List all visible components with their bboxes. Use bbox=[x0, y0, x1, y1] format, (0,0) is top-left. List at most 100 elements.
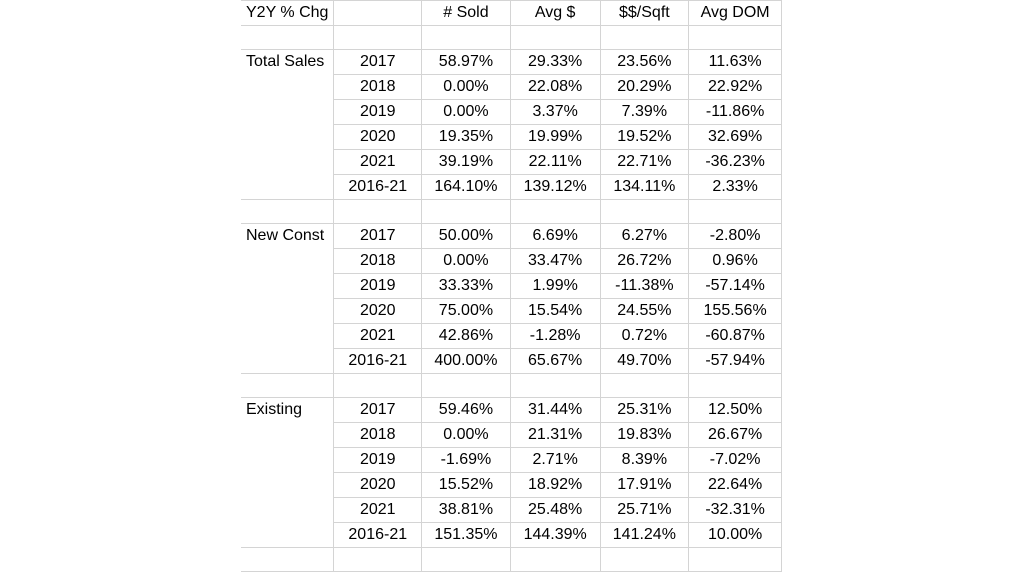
price-per-sqft-cell[interactable]: 49.70% bbox=[600, 348, 690, 374]
avg-dom-cell[interactable]: -57.14% bbox=[688, 273, 782, 299]
price-per-sqft-cell[interactable]: 6.27% bbox=[600, 223, 690, 249]
period-cell[interactable]: 2021 bbox=[333, 323, 423, 349]
price-per-sqft-cell[interactable]: 134.11% bbox=[600, 174, 690, 200]
header-price-per-sqft-cell[interactable]: $$/Sqft bbox=[600, 0, 690, 26]
price-per-sqft-cell[interactable]: 8.39% bbox=[600, 447, 690, 473]
empty-cell[interactable] bbox=[600, 373, 690, 398]
empty-cell[interactable] bbox=[510, 547, 601, 572]
avg-dom-cell[interactable]: 155.56% bbox=[688, 298, 782, 324]
avg-price-cell[interactable]: 31.44% bbox=[510, 397, 601, 423]
sold-cell[interactable]: 400.00% bbox=[421, 348, 511, 374]
empty-cell[interactable] bbox=[241, 199, 335, 224]
sold-cell[interactable]: -1.69% bbox=[421, 447, 511, 473]
sold-cell[interactable]: 39.19% bbox=[421, 149, 511, 175]
sold-cell[interactable]: 42.86% bbox=[421, 323, 511, 349]
empty-cell[interactable] bbox=[333, 547, 423, 572]
avg-price-cell[interactable]: 25.48% bbox=[510, 497, 601, 523]
avg-dom-cell[interactable]: -36.23% bbox=[688, 149, 782, 175]
header-avg-price-cell[interactable]: Avg $ bbox=[510, 0, 601, 26]
sold-cell[interactable]: 50.00% bbox=[421, 223, 511, 249]
sold-cell[interactable]: 164.10% bbox=[421, 174, 511, 200]
avg-dom-cell[interactable]: -11.86% bbox=[688, 99, 782, 125]
sold-cell[interactable]: 58.97% bbox=[421, 49, 511, 75]
sold-cell[interactable]: 15.52% bbox=[421, 472, 511, 498]
avg-price-cell[interactable]: 139.12% bbox=[510, 174, 601, 200]
avg-dom-cell[interactable]: -32.31% bbox=[688, 497, 782, 523]
sold-cell[interactable]: 151.35% bbox=[421, 522, 511, 548]
period-cell[interactable]: 2020 bbox=[333, 298, 423, 324]
period-cell[interactable]: 2021 bbox=[333, 149, 423, 175]
period-cell[interactable]: 2018 bbox=[333, 422, 423, 448]
price-per-sqft-cell[interactable]: 7.39% bbox=[600, 99, 690, 125]
avg-price-cell[interactable]: 29.33% bbox=[510, 49, 601, 75]
empty-cell[interactable] bbox=[241, 99, 335, 125]
avg-dom-cell[interactable]: 12.50% bbox=[688, 397, 782, 423]
price-per-sqft-cell[interactable]: 25.31% bbox=[600, 397, 690, 423]
price-per-sqft-cell[interactable]: 141.24% bbox=[600, 522, 690, 548]
empty-cell[interactable] bbox=[241, 348, 335, 374]
empty-cell[interactable] bbox=[241, 174, 335, 200]
avg-dom-cell[interactable]: 11.63% bbox=[688, 49, 782, 75]
sold-cell[interactable]: 19.35% bbox=[421, 124, 511, 150]
empty-cell[interactable] bbox=[241, 522, 335, 548]
empty-cell[interactable] bbox=[421, 547, 511, 572]
empty-cell[interactable] bbox=[688, 199, 782, 224]
empty-cell[interactable] bbox=[241, 74, 335, 100]
empty-cell[interactable] bbox=[333, 373, 423, 398]
period-cell[interactable]: 2018 bbox=[333, 248, 423, 274]
price-per-sqft-cell[interactable]: 17.91% bbox=[600, 472, 690, 498]
avg-price-cell[interactable]: -1.28% bbox=[510, 323, 601, 349]
empty-cell[interactable] bbox=[510, 25, 601, 50]
empty-cell[interactable] bbox=[421, 199, 511, 224]
empty-cell[interactable] bbox=[688, 25, 782, 50]
price-per-sqft-cell[interactable]: 24.55% bbox=[600, 298, 690, 324]
period-cell[interactable]: 2019 bbox=[333, 447, 423, 473]
sold-cell[interactable]: 0.00% bbox=[421, 99, 511, 125]
avg-price-cell[interactable]: 6.69% bbox=[510, 223, 601, 249]
period-cell[interactable]: 2019 bbox=[333, 273, 423, 299]
period-cell[interactable]: 2020 bbox=[333, 472, 423, 498]
period-cell[interactable]: 2017 bbox=[333, 223, 423, 249]
avg-dom-cell[interactable]: 22.92% bbox=[688, 74, 782, 100]
period-cell[interactable]: 2021 bbox=[333, 497, 423, 523]
avg-dom-cell[interactable]: -7.02% bbox=[688, 447, 782, 473]
empty-cell[interactable] bbox=[241, 248, 335, 274]
period-cell[interactable]: 2016-21 bbox=[333, 174, 423, 200]
price-per-sqft-cell[interactable]: 23.56% bbox=[600, 49, 690, 75]
section-label-cell[interactable]: New Const bbox=[241, 223, 335, 249]
header-blank-cell[interactable] bbox=[333, 0, 423, 26]
price-per-sqft-cell[interactable]: 26.72% bbox=[600, 248, 690, 274]
price-per-sqft-cell[interactable]: -11.38% bbox=[600, 273, 690, 299]
avg-dom-cell[interactable]: -60.87% bbox=[688, 323, 782, 349]
avg-price-cell[interactable]: 22.11% bbox=[510, 149, 601, 175]
sold-cell[interactable]: 38.81% bbox=[421, 497, 511, 523]
header-label-cell[interactable]: Y2Y % Chg bbox=[241, 0, 335, 26]
empty-cell[interactable] bbox=[241, 422, 335, 448]
section-label-cell[interactable]: Total Sales bbox=[241, 49, 335, 75]
empty-cell[interactable] bbox=[241, 447, 335, 473]
avg-price-cell[interactable]: 15.54% bbox=[510, 298, 601, 324]
period-cell[interactable]: 2020 bbox=[333, 124, 423, 150]
sold-cell[interactable]: 59.46% bbox=[421, 397, 511, 423]
header-avg-dom-cell[interactable]: Avg DOM bbox=[688, 0, 782, 26]
avg-price-cell[interactable]: 21.31% bbox=[510, 422, 601, 448]
avg-price-cell[interactable]: 3.37% bbox=[510, 99, 601, 125]
section-label-cell[interactable]: Existing bbox=[241, 397, 335, 423]
avg-price-cell[interactable]: 19.99% bbox=[510, 124, 601, 150]
empty-cell[interactable] bbox=[510, 199, 601, 224]
price-per-sqft-cell[interactable]: 0.72% bbox=[600, 323, 690, 349]
avg-dom-cell[interactable]: -57.94% bbox=[688, 348, 782, 374]
period-cell[interactable]: 2017 bbox=[333, 49, 423, 75]
empty-cell[interactable] bbox=[688, 373, 782, 398]
avg-dom-cell[interactable]: 0.96% bbox=[688, 248, 782, 274]
empty-cell[interactable] bbox=[241, 497, 335, 523]
price-per-sqft-cell[interactable]: 19.83% bbox=[600, 422, 690, 448]
sold-cell[interactable]: 75.00% bbox=[421, 298, 511, 324]
empty-cell[interactable] bbox=[421, 373, 511, 398]
empty-cell[interactable] bbox=[241, 149, 335, 175]
avg-price-cell[interactable]: 65.67% bbox=[510, 348, 601, 374]
empty-cell[interactable] bbox=[241, 472, 335, 498]
empty-cell[interactable] bbox=[333, 25, 423, 50]
sold-cell[interactable]: 0.00% bbox=[421, 248, 511, 274]
avg-price-cell[interactable]: 18.92% bbox=[510, 472, 601, 498]
